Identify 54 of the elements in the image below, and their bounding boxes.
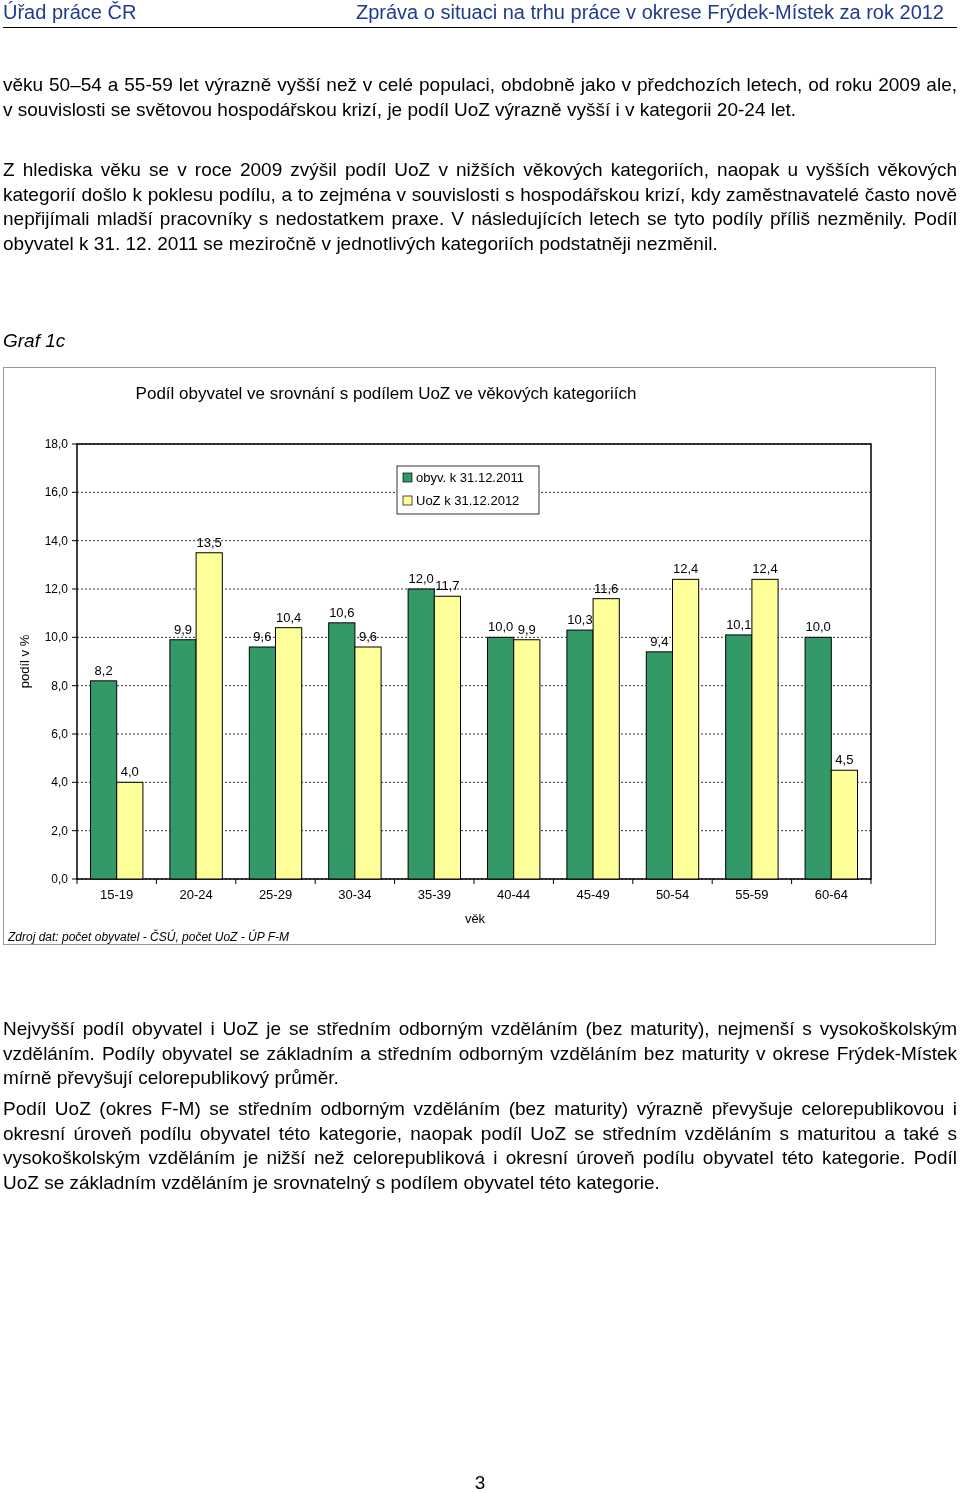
data-label: 9,6 (253, 629, 272, 644)
y-tick-label: 18,0 (44, 437, 69, 451)
data-label: 11,6 (594, 580, 619, 596)
text: 3 (473, 1472, 487, 1493)
y-tick-label: 14,0 (44, 533, 69, 548)
text: Podíl UoZ (okres F-M) se středním odborným vzděláním (bez maturity) výrazně převyšuje celorepublikovou i okresní úroveň podílu obyvatel této kategorie, naopak podíl UoZ se středním vzděláním s maturitou a také s vysokoškolským vzděláním je nižší než celorepubliková i okresní úroveň podílu obyvatel této kategorie. Podíl UoZ se základním vzděláním je srovnatelný s podílem obyvatel této kategorie. (3, 1097, 957, 1195)
data-label: 8,2 (94, 662, 113, 678)
y-axis-title: podíl v % (17, 634, 32, 689)
x-tick-label: 50-54 (655, 887, 690, 902)
data-label: 12,0 (408, 571, 434, 586)
legend-label: UoZ k 31.12.2012 (416, 493, 520, 508)
data-label: 11,7 (435, 578, 460, 594)
data-label: 9,4 (650, 633, 669, 649)
x-tick-label: 45-49 (576, 887, 610, 902)
x-tick-label: 15-19 (100, 887, 134, 902)
data-label: 12,4 (752, 561, 778, 577)
data-label: 10,0 (805, 619, 831, 635)
y-tick-label: 16,0 (44, 485, 69, 500)
x-tick-label: 25-29 (258, 887, 293, 902)
x-tick-label: 20-24 (179, 887, 213, 902)
x-tick-label: 35-39 (417, 887, 451, 902)
x-tick-label: 30-34 (338, 887, 372, 902)
chart-title: Podíl obyvatel ve srovnání s podílem UoZ ve věkových kategoriích (135, 384, 637, 403)
data-label: 10,6 (329, 604, 355, 620)
x-axis-title: věk (464, 911, 486, 926)
text: Graf 1c (3, 330, 66, 352)
y-tick-label: 4,0 (51, 775, 69, 790)
data-label: 4,0 (120, 764, 139, 780)
data-label: 10,4 (275, 609, 302, 625)
data-label: 10,0 (487, 619, 514, 635)
data-label: 9,6 (358, 629, 378, 644)
text: věku 50–54 a 55-59 let výrazně vyšší než v celé populaci, obdobně jako v předchozích letech, od roku 2009 ale, v souvislosti se světovou hospodářskou krizí, je podíl UoZ výrazně vyšší i v kategorii 20-24 let. (3, 73, 957, 122)
data-label: 9,9 (517, 621, 536, 637)
data-label: 12,4 (672, 561, 699, 577)
x-tick-label: 55-59 (735, 887, 769, 902)
text: Zpráva o situaci na trhu práce v okrese Frýdek-Místek za rok 2012 (355, 1, 944, 24)
data-label: 10,3 (567, 612, 593, 628)
x-tick-label: 40-44 (497, 887, 531, 902)
y-tick-label: 0,0 (51, 872, 69, 886)
text: Nejvyšší podíl obyvatel i UoZ je se středním odborným vzděláním (bez maturity), nejmenší s vysokoškolským vzděláním. Podíly obyvatel se základním a středním odborným vzděláním bez maturity v okrese Frýdek-Místek mírně převyšují celorepublikový průměr. (3, 1017, 957, 1090)
data-label: 9,9 (173, 621, 193, 637)
text: Úřad práce ČR (3, 1, 137, 24)
data-label: 10,1 (726, 616, 752, 632)
y-tick-label: 6,0 (51, 727, 69, 741)
y-tick-label: 8,0 (51, 678, 69, 693)
legend-label: obyv. k 31.12.2011 (416, 470, 524, 485)
y-tick-label: 12,0 (44, 582, 69, 596)
text: Zdroj dat: počet obyvatel - ČSÚ, počet UoZ - ÚP F-M (7, 929, 289, 944)
x-tick-label: 60-64 (814, 887, 848, 902)
data-label: 13,5 (196, 534, 222, 550)
text: Z hlediska věku se v roce 2009 zvýšil podíl UoZ v nižších věkových kategoriích, naopak u vyšších věkových kategorií došlo k poklesu podílu, a to zejména v souvislosti s hospodářskou krizí, kdy zaměstnavatelé často nově nepřijímali mladší pracovníky s nedostatkem praxe. V následujících letech se tyto podíly příliš nezměnily. Podíl obyvatel k 31. 12. 2011 se meziročně v jednotlivých kategoriích podstatněji nezměnil. (3, 158, 957, 256)
data-label: 4,5 (835, 752, 854, 768)
y-tick-label: 10,0 (44, 630, 69, 645)
y-tick-label: 2,0 (51, 823, 69, 838)
